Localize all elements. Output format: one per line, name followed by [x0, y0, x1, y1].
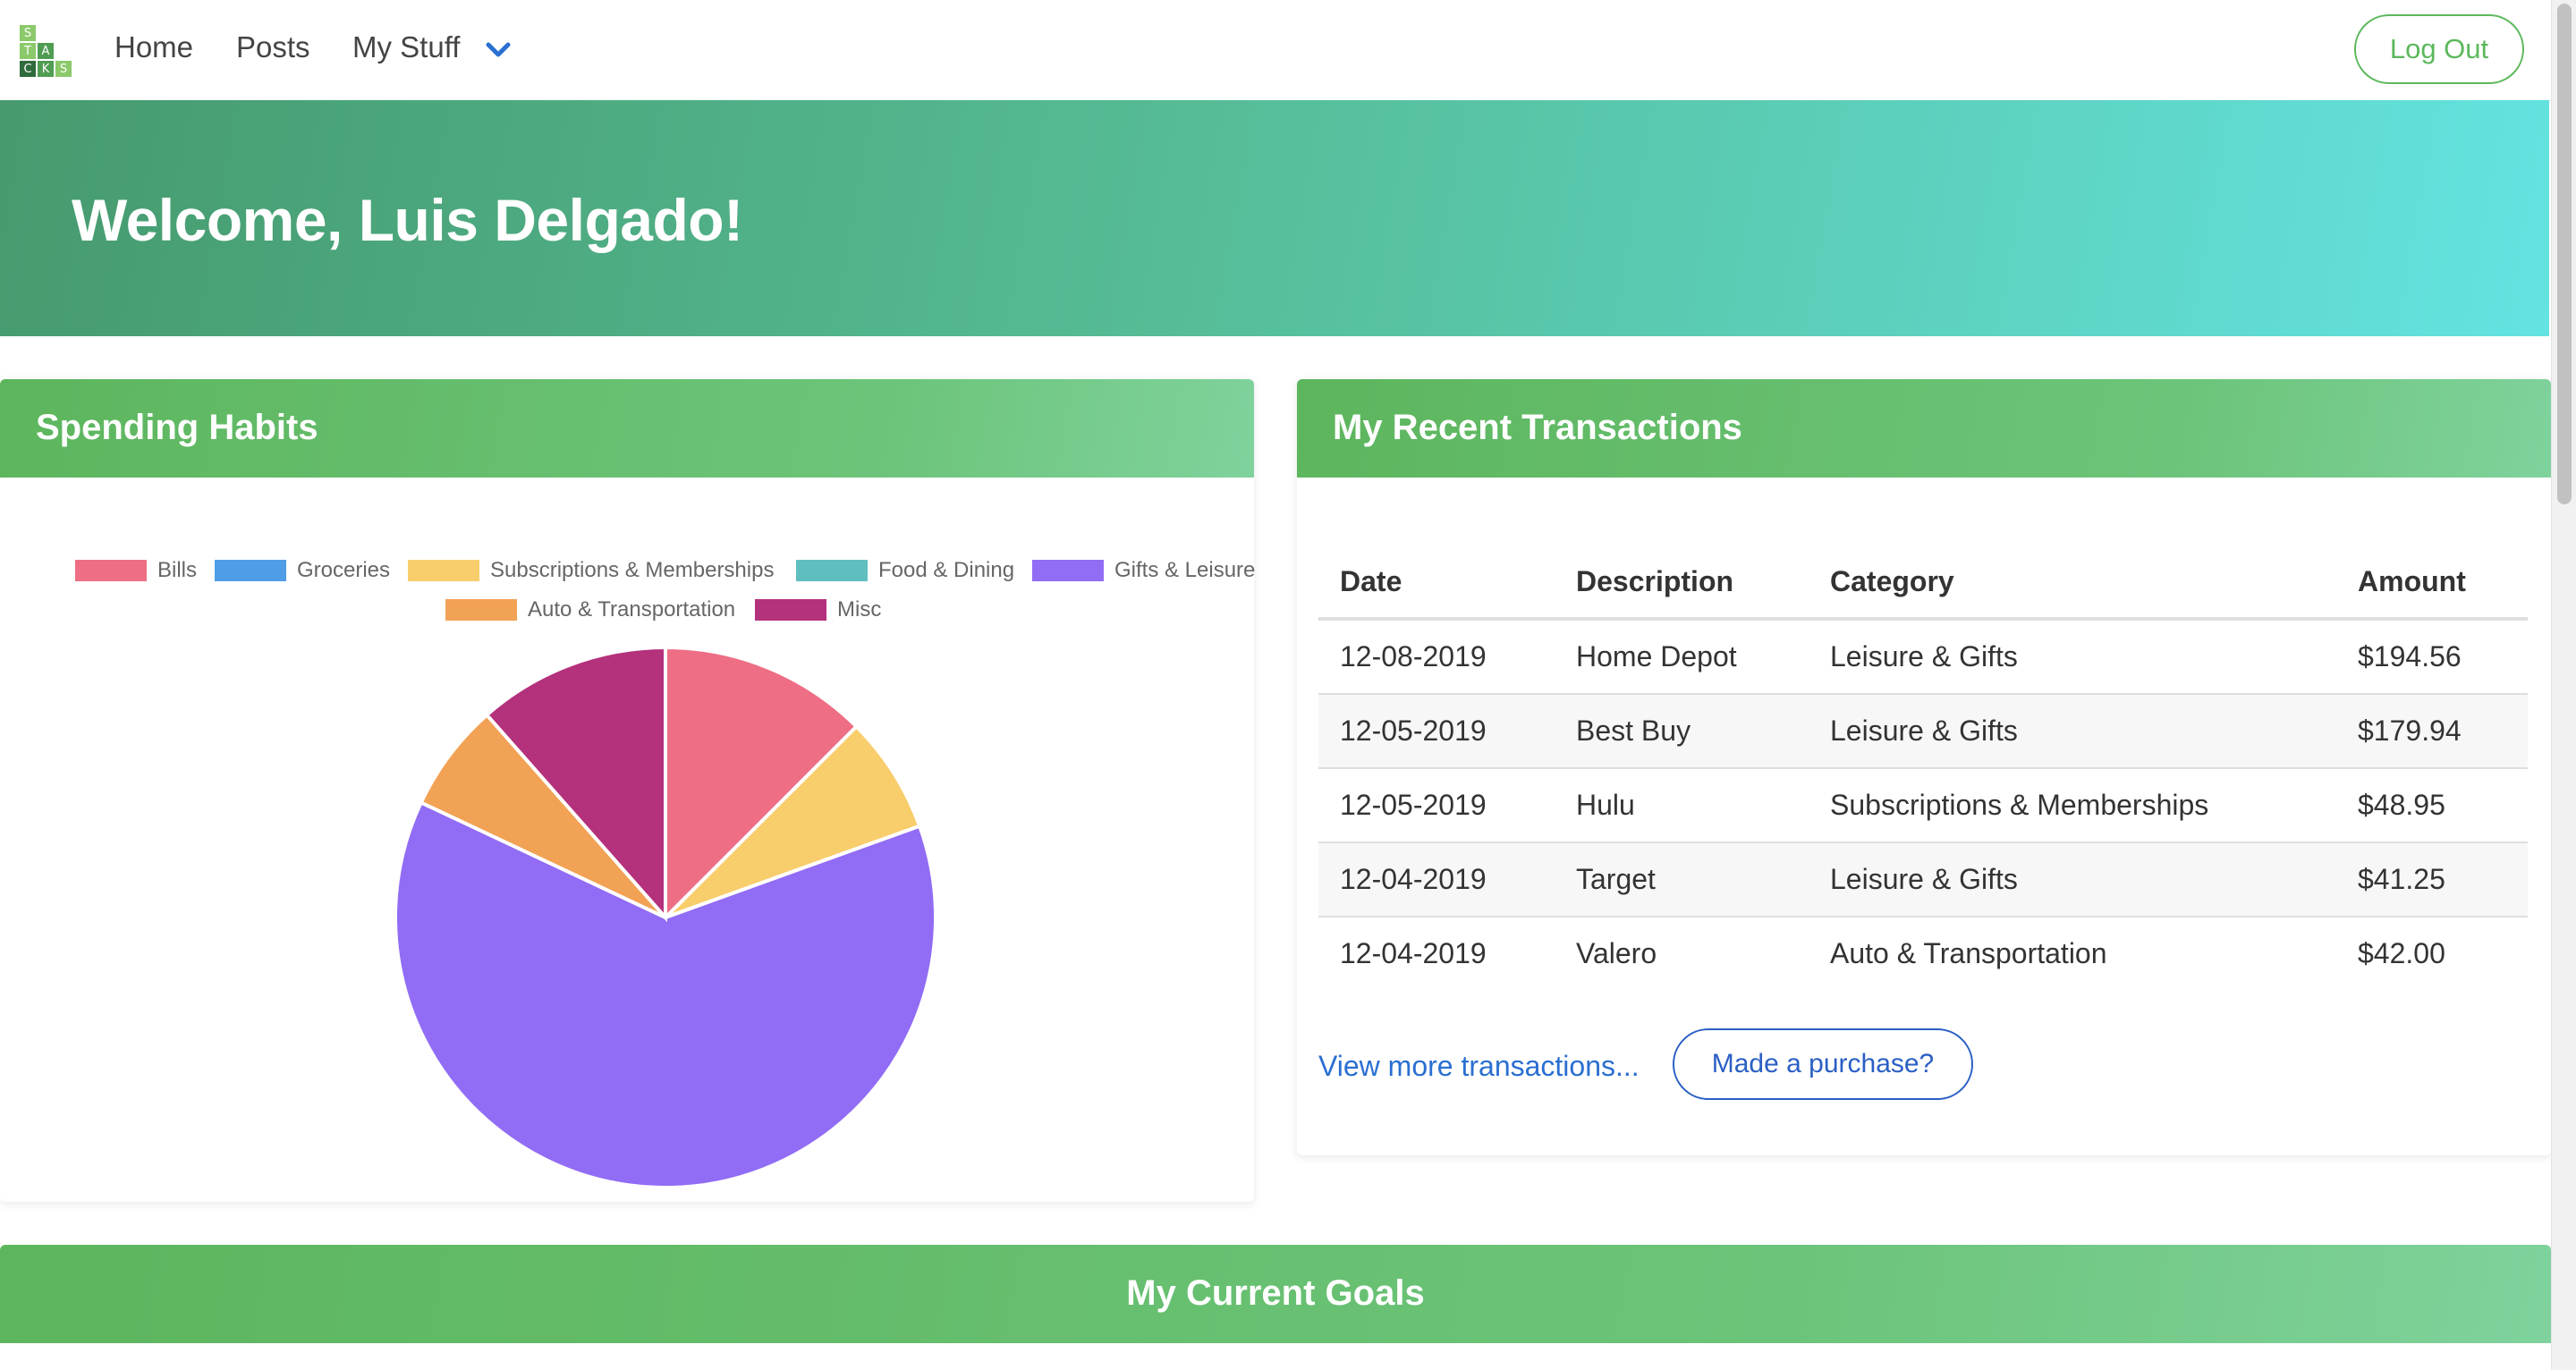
logo-cell [38, 25, 54, 41]
cell-amount: $42.00 [2358, 937, 2445, 969]
card-header: My Recent Transactions [1297, 379, 2551, 478]
legend-item-auto-transportation[interactable]: Auto & Transportation [445, 597, 735, 622]
cell-date: 12-04-2019 [1318, 842, 1555, 918]
page-scrollbar[interactable] [2551, 0, 2576, 1370]
cell-category: Leisure & Gifts [1809, 619, 2336, 695]
pie-slice-subscriptions-memberships[interactable] [664, 723, 922, 919]
current-goals-header: My Current Goals [0, 1245, 2551, 1343]
chevron-down-icon[interactable] [485, 39, 512, 61]
nav-posts-link[interactable]: Posts [236, 30, 310, 63]
table-row: 12-05-2019 Hulu Subscriptions & Membersh… [1318, 768, 2528, 843]
scrollbar-thumb[interactable] [2557, 4, 2572, 504]
pie-slice-auto-transportation[interactable] [419, 712, 667, 919]
legend-item-subscriptions[interactable]: Subscriptions & Memberships [408, 558, 774, 583]
cell-amount: $41.25 [2336, 842, 2528, 918]
cell-date: 12-04-2019 [1340, 937, 1487, 969]
recent-transactions-card: My Recent Transactions Date Description … [1297, 379, 2551, 1155]
column-header-amount: Amount [2336, 545, 2528, 621]
current-goals-title: My Current Goals [1126, 1273, 1425, 1313]
spending-habits-title: Spending Habits [36, 408, 318, 447]
column-header-date: Date [1318, 545, 1555, 621]
legend-swatch [796, 560, 868, 581]
column-header-category: Category [1809, 545, 2336, 621]
cell-date: 12-05-2019 [1318, 694, 1555, 769]
cell-amount: $48.95 [2336, 768, 2528, 843]
cell-description: Target [1555, 842, 1809, 918]
chart-legend: Bills Groceries Subscriptions & Membersh… [0, 558, 1255, 665]
cell-amount: $194.56 [2336, 619, 2528, 695]
view-more-transactions-link[interactable]: View more transactions... [1318, 1050, 1640, 1082]
table-row: 12-08-2019 Home Depot Leisure & Gifts $1… [1318, 619, 2528, 695]
logout-button[interactable]: Log Out [2354, 14, 2524, 84]
table-header-row: Date Description Category Amount [1318, 545, 2528, 621]
legend-label: Gifts & Leisure [1114, 558, 1256, 582]
transactions-table: Date Description Category Amount 12-08-2… [1318, 545, 2528, 990]
legend-swatch [755, 599, 826, 621]
cell-date: 12-05-2019 [1318, 768, 1555, 843]
table-row: 12-05-2019 Best Buy Leisure & Gifts $179… [1318, 694, 2528, 769]
cell-description: Best Buy [1555, 694, 1809, 769]
cell-category: Subscriptions & Memberships [1809, 768, 2336, 843]
spending-habits-card: Spending Habits Bills Groceries Subscrip… [0, 379, 1255, 1202]
spending-pie-chart [394, 645, 937, 1189]
navbar: S T A C K S Home Posts My Stuff Log Out [0, 0, 2551, 101]
cell-amount: $179.94 [2336, 694, 2528, 769]
legend-label: Auto & Transportation [528, 597, 736, 622]
recent-transactions-title: My Recent Transactions [1333, 408, 1742, 447]
logo-cell: S [55, 61, 72, 77]
legend-item-food-dining[interactable]: Food & Dining [796, 558, 1014, 583]
legend-swatch [408, 560, 479, 581]
legend-swatch [1032, 560, 1104, 581]
table-row: 12-04-2019 Valero Auto & Transportation … [1318, 917, 2528, 990]
logo-cell [55, 25, 72, 41]
welcome-banner: Welcome, Luis Delgado! [0, 100, 2549, 336]
legend-label: Food & Dining [878, 558, 1015, 582]
legend-item-gifts-leisure[interactable]: Gifts & Leisure [1032, 558, 1255, 583]
legend-item-groceries[interactable]: Groceries [215, 558, 390, 583]
pie-slice-gifts-leisure[interactable] [394, 799, 937, 1189]
pie-slice-bills[interactable] [664, 645, 860, 922]
stacks-logo[interactable]: S T A C K S [20, 25, 72, 77]
cell-category: Leisure & Gifts [1809, 842, 2336, 918]
logo-cell [55, 43, 72, 59]
legend-label: Groceries [297, 558, 391, 582]
legend-item-bills[interactable]: Bills [75, 558, 197, 583]
logo-cell: T [20, 43, 36, 59]
legend-swatch [75, 560, 147, 581]
legend-item-misc[interactable]: Misc [755, 597, 881, 622]
column-header-description: Description [1555, 545, 1809, 621]
logo-cell: C [20, 61, 36, 77]
legend-label: Subscriptions & Memberships [490, 558, 775, 582]
legend-label: Bills [157, 558, 198, 582]
legend-label: Misc [837, 597, 882, 622]
cell-description: Valero [1576, 937, 1657, 969]
cell-description: Hulu [1555, 768, 1809, 843]
cell-category: Leisure & Gifts [1809, 694, 2336, 769]
made-a-purchase-button[interactable]: Made a purchase? [1673, 1028, 1973, 1100]
logo-cell: S [20, 25, 36, 41]
nav-home-link[interactable]: Home [114, 30, 194, 63]
legend-swatch [445, 599, 517, 621]
nav-mystuff-dropdown[interactable]: My Stuff [352, 30, 461, 63]
pie-slice-misc[interactable] [484, 645, 667, 923]
cell-date: 12-08-2019 [1318, 619, 1555, 695]
logo-cell: K [38, 61, 54, 77]
card-header: Spending Habits [0, 379, 1254, 478]
legend-swatch [215, 560, 286, 581]
cell-description: Home Depot [1555, 619, 1809, 695]
welcome-title: Welcome, Luis Delgado! [72, 187, 743, 253]
cell-category: Auto & Transportation [1830, 937, 2107, 969]
table-row: 12-04-2019 Target Leisure & Gifts $41.25 [1318, 842, 2528, 918]
logo-cell: A [38, 43, 54, 59]
